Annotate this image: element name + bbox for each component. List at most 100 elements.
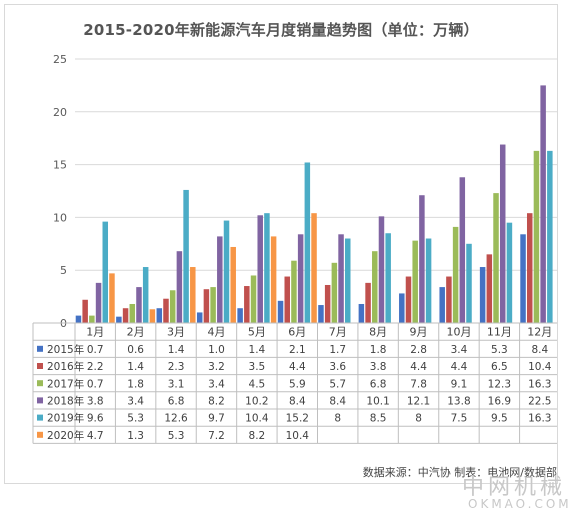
data-label: 5.3 — [127, 413, 144, 425]
bar — [345, 238, 351, 323]
data-label: 3.8 — [370, 361, 387, 373]
data-label: 10.1 — [366, 396, 389, 408]
x-tick-label: 2月 — [127, 326, 145, 339]
data-label: 9.5 — [491, 413, 508, 425]
x-tick-label: 6月 — [288, 326, 306, 339]
data-label: 0.7 — [87, 344, 104, 356]
legend-label: 2015年 — [47, 343, 84, 356]
bar — [446, 276, 452, 323]
data-label: 16.9 — [488, 396, 511, 408]
bar — [526, 213, 533, 323]
bar — [183, 189, 189, 323]
bar — [405, 276, 412, 323]
x-tick-label: 7月 — [329, 326, 347, 339]
data-label: 7.2 — [208, 430, 225, 442]
bar — [149, 309, 156, 323]
bar — [324, 284, 331, 323]
y-tick-label: 5 — [60, 264, 67, 277]
bar — [75, 315, 82, 323]
data-label: 1.4 — [168, 344, 185, 356]
y-tick-label: 20 — [53, 106, 67, 119]
bar — [163, 298, 169, 323]
data-label: 3.4 — [127, 396, 144, 408]
data-label: 8.4 — [531, 344, 548, 356]
data-label: 5.3 — [168, 430, 185, 442]
bar — [223, 220, 230, 323]
data-label: 8.2 — [208, 396, 225, 408]
bar — [237, 308, 243, 323]
legend-key — [37, 380, 43, 387]
data-label: 3.6 — [329, 361, 346, 373]
bar — [520, 234, 526, 323]
data-label: 2.8 — [410, 344, 427, 356]
data-source-note: 数据来源：中汽协 制表：电池网/数据部 — [362, 466, 557, 479]
bar — [540, 85, 546, 324]
data-label: 4.5 — [249, 378, 266, 390]
chart-card: 2015-2020年新能源汽车月度销量趋势图（单位：万辆） 0510152025… — [4, 4, 558, 484]
bar — [203, 289, 210, 323]
bar — [452, 226, 459, 323]
bar — [129, 303, 136, 323]
data-label: 10.4 — [286, 430, 310, 442]
legend-label: 2017年 — [47, 377, 84, 390]
y-tick-label: 10 — [53, 211, 67, 224]
x-tick-label: 1月 — [86, 326, 104, 339]
bar — [257, 215, 263, 323]
bar — [311, 213, 317, 323]
bar — [190, 267, 196, 323]
data-label: 9.7 — [208, 413, 225, 425]
data-label: 10.2 — [245, 396, 268, 408]
legend-label: 2019年 — [47, 412, 84, 425]
bar — [156, 308, 163, 323]
data-label: 15.2 — [286, 413, 309, 425]
bar — [425, 238, 432, 323]
x-tick-label: 3月 — [167, 326, 185, 339]
legend-label: 2016年 — [47, 360, 84, 373]
legend-key — [37, 431, 43, 438]
data-label: 6.8 — [370, 378, 387, 390]
bar — [419, 195, 425, 323]
bar — [358, 303, 365, 323]
bar — [385, 233, 391, 323]
data-label: 8.4 — [289, 396, 306, 408]
bar — [116, 316, 122, 323]
x-tick-label: 11月 — [487, 326, 512, 339]
bar — [277, 300, 284, 323]
data-label: 4.7 — [87, 430, 104, 442]
data-label: 7.5 — [451, 413, 468, 425]
data-label: 8 — [334, 413, 341, 425]
bar — [284, 276, 290, 323]
bar — [297, 234, 304, 323]
data-label: 10.4 — [528, 361, 552, 373]
data-label: 6.5 — [491, 361, 508, 373]
watermark-site-text: OKMAO.COM — [468, 497, 569, 511]
data-label: 4.4 — [451, 361, 468, 373]
bar — [399, 293, 405, 323]
bar — [264, 213, 270, 323]
data-label: 2.3 — [168, 361, 185, 373]
data-label: 1.7 — [329, 344, 346, 356]
bar — [493, 193, 499, 323]
chart-title: 2015-2020年新能源汽车月度销量趋势图（单位：万辆） — [83, 21, 479, 39]
bar — [244, 286, 250, 323]
data-label: 1.4 — [249, 344, 266, 356]
y-tick-label: 15 — [53, 159, 67, 172]
legend-label: 2020年 — [47, 429, 84, 442]
data-label: 2.1 — [289, 344, 306, 356]
bar — [82, 299, 88, 323]
bar — [412, 240, 418, 323]
bar — [136, 287, 142, 323]
legend-key — [37, 397, 43, 404]
legend-key — [37, 414, 43, 421]
bar — [533, 150, 540, 323]
bar — [304, 162, 311, 323]
bar — [250, 275, 257, 323]
x-tick-label: 5月 — [248, 326, 266, 339]
data-label: 16.3 — [528, 378, 551, 390]
data-label: 9.1 — [451, 378, 468, 390]
bar — [378, 216, 385, 323]
bar — [102, 221, 109, 323]
bar — [372, 251, 378, 323]
data-label: 5.9 — [289, 378, 306, 390]
bar — [459, 177, 466, 323]
